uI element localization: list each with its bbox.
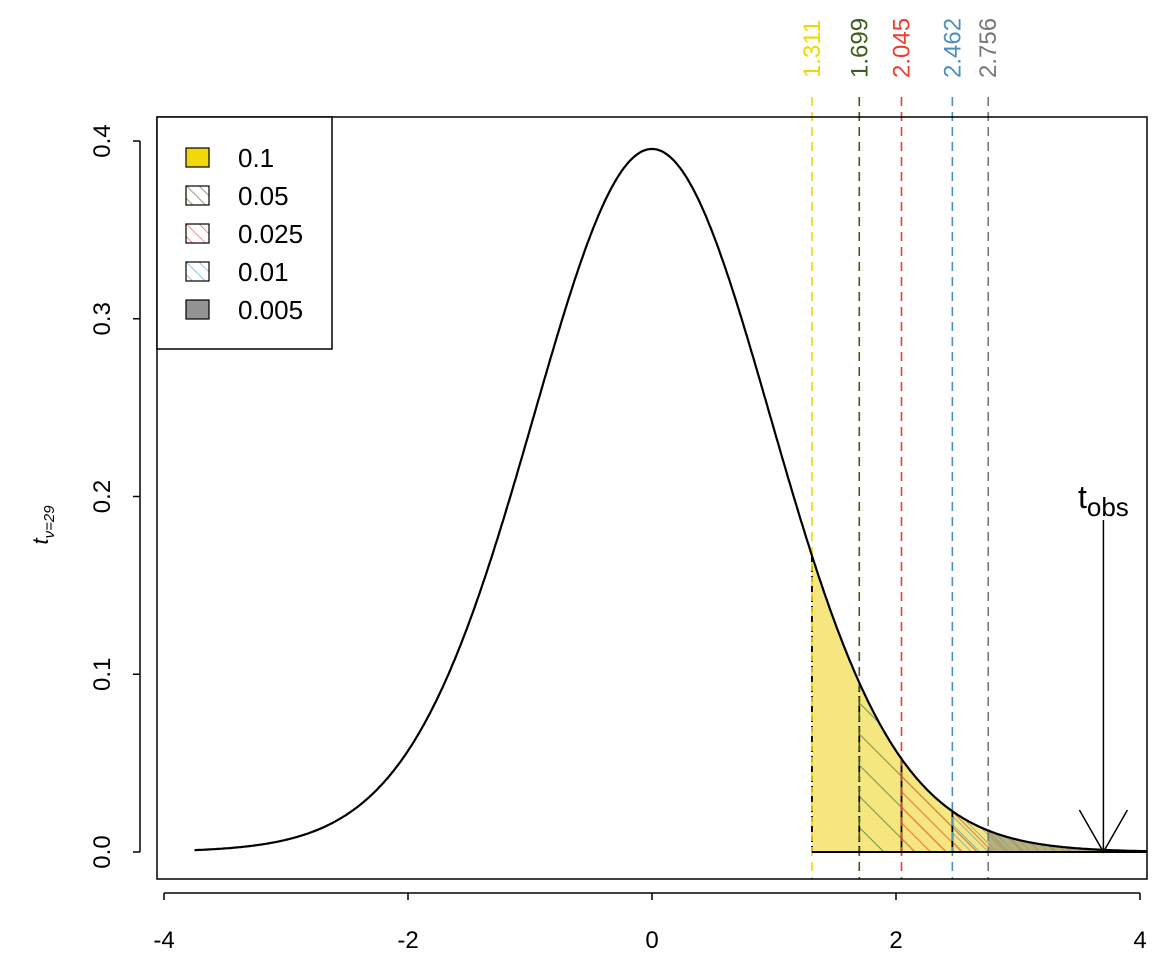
x-tick-label: -4 [153,927,174,954]
t-obs-marker: tobs [1078,479,1129,854]
legend-swatch-0.025 [185,223,210,244]
x-tick-label: 0 [645,927,658,954]
region-alpha-0.025 [901,758,1148,852]
legend-label: 0.05 [238,181,289,211]
rejection-regions [811,555,1148,852]
y-tick-label: 0.1 [89,658,116,691]
t-obs-arrow-head [1078,809,1129,854]
legend-swatch-0.1 [185,147,210,168]
region-alpha-0.005 [988,830,1148,852]
legend-label: 0.005 [238,295,303,325]
critical-label: 1.699 [846,18,873,78]
y-axis-label: tν=29 [28,505,58,545]
legend-swatch-0.005 [185,299,210,320]
legend-swatch-0.01 [185,261,210,282]
y-tick-label: 0.4 [89,124,116,157]
legend-label: 0.01 [238,257,289,287]
y-axis: 0.0 0.1 0.2 0.3 0.4 [89,124,141,869]
critical-label: 2.045 [888,18,915,78]
x-tick-label: 4 [1133,927,1146,954]
critical-value-labels: 1.311 1.699 2.045 2.462 2.756 [799,18,1002,78]
t-obs-label: tobs [1078,479,1129,522]
critical-value-lines [811,97,990,879]
critical-label: 1.311 [799,20,826,78]
x-axis: -4 -2 0 2 4 [153,892,1147,954]
x-tick-label: 2 [889,927,902,954]
legend-label: 0.1 [238,143,274,173]
y-tick-label: 0.0 [89,835,116,868]
critical-label: 2.462 [939,18,966,78]
plot-box [156,116,1148,880]
x-tick-label: -2 [397,927,418,954]
legend-label: 0.025 [238,219,303,249]
y-tick-label: 0.3 [89,302,116,335]
legend: 0.1 0.05 0.025 0.01 0.005 [156,116,333,350]
legend-swatch-0.05 [185,185,210,206]
density-curve [194,147,1148,853]
y-tick-label: 0.2 [89,480,116,513]
critical-label: 2.756 [975,18,1002,78]
